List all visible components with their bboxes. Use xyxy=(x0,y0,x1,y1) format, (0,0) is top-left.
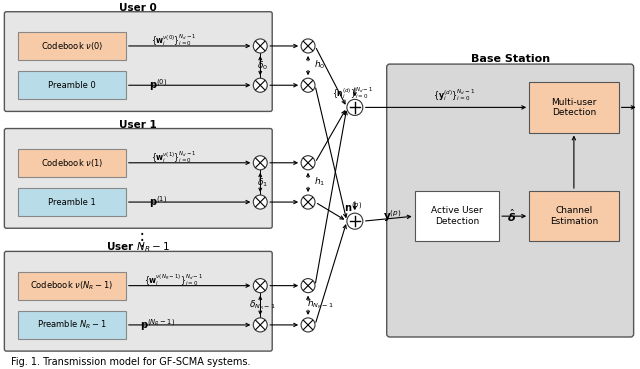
Circle shape xyxy=(301,156,315,170)
Bar xyxy=(529,82,619,132)
Text: Base Station: Base Station xyxy=(470,54,550,64)
Text: Codebook $\nu(N_R-1)$: Codebook $\nu(N_R-1)$ xyxy=(31,279,114,292)
Circle shape xyxy=(253,78,268,92)
Bar xyxy=(415,191,499,241)
Text: $h_1$: $h_1$ xyxy=(314,175,326,188)
Bar xyxy=(19,71,126,99)
Text: $\mathbf{p}^{(1)}$: $\mathbf{p}^{(1)}$ xyxy=(148,194,167,210)
Text: User $N_R-1$: User $N_R-1$ xyxy=(106,241,170,254)
Circle shape xyxy=(253,279,268,293)
Text: Codebook $\nu(0)$: Codebook $\nu(0)$ xyxy=(41,40,103,52)
Text: $h_{N_R-1}$: $h_{N_R-1}$ xyxy=(307,297,333,311)
Bar xyxy=(19,311,126,339)
Text: $\mathbf{n}^{(p)}$: $\mathbf{n}^{(p)}$ xyxy=(344,200,362,214)
Bar xyxy=(19,149,126,177)
Text: $\{\mathbf{n}_i^{(d)}\}_{i=0}^{N_d-1}$: $\{\mathbf{n}_i^{(d)}\}_{i=0}^{N_d-1}$ xyxy=(332,85,373,101)
Text: $\hat{\boldsymbol{\delta}}$: $\hat{\boldsymbol{\delta}}$ xyxy=(507,208,516,224)
Circle shape xyxy=(301,195,315,209)
Circle shape xyxy=(253,39,268,53)
Text: Channel
Estimation: Channel Estimation xyxy=(550,206,598,226)
Text: $\delta_{N_R-1}$: $\delta_{N_R-1}$ xyxy=(249,299,276,312)
Text: $\{\mathbf{w}_i^{\nu(1)}\}_{i=0}^{N_d-1}$: $\{\mathbf{w}_i^{\nu(1)}\}_{i=0}^{N_d-1}… xyxy=(151,149,196,165)
Circle shape xyxy=(301,279,315,293)
Text: Multi-user
Detection: Multi-user Detection xyxy=(551,98,596,117)
FancyBboxPatch shape xyxy=(4,128,272,228)
Text: User 1: User 1 xyxy=(120,120,157,130)
Text: $\vdots$: $\vdots$ xyxy=(132,230,144,249)
Text: $\{\mathbf{y}_i^{(d)}\}_{i=0}^{N_d-1}$: $\{\mathbf{y}_i^{(d)}\}_{i=0}^{N_d-1}$ xyxy=(433,87,476,103)
Bar xyxy=(19,32,126,60)
Text: Active User
Detection: Active User Detection xyxy=(431,206,483,226)
Text: $\{\mathbf{w}_i^{\nu(0)}\}_{i=0}^{N_d-1}$: $\{\mathbf{w}_i^{\nu(0)}\}_{i=0}^{N_d-1}… xyxy=(151,32,196,48)
Text: $\mathbf{p}^{(0)}$: $\mathbf{p}^{(0)}$ xyxy=(148,77,167,93)
Circle shape xyxy=(253,318,268,332)
Text: $\delta_1$: $\delta_1$ xyxy=(257,176,268,189)
FancyBboxPatch shape xyxy=(4,251,272,351)
Text: $\{\mathbf{w}_i^{\nu(N_R-1)}\}_{i=0}^{N_d-1}$: $\{\mathbf{w}_i^{\nu(N_R-1)}\}_{i=0}^{N_… xyxy=(144,272,203,287)
Text: Preamble 0: Preamble 0 xyxy=(48,81,96,90)
Text: $h_0$: $h_0$ xyxy=(314,58,326,71)
FancyBboxPatch shape xyxy=(387,64,634,337)
Bar xyxy=(19,272,126,300)
Circle shape xyxy=(301,318,315,332)
Circle shape xyxy=(347,99,363,115)
Text: User 0: User 0 xyxy=(120,3,157,13)
Text: Preamble $N_R-1$: Preamble $N_R-1$ xyxy=(37,319,107,331)
Text: $\delta_0$: $\delta_0$ xyxy=(257,59,268,72)
Text: $\mathbf{y}^{(p)}$: $\mathbf{y}^{(p)}$ xyxy=(383,208,402,224)
Circle shape xyxy=(253,195,268,209)
Circle shape xyxy=(253,156,268,170)
Circle shape xyxy=(301,78,315,92)
Circle shape xyxy=(347,213,363,229)
Text: $\mathbf{p}^{(N_R-1)}$: $\mathbf{p}^{(N_R-1)}$ xyxy=(140,317,175,333)
Circle shape xyxy=(301,39,315,53)
Bar xyxy=(529,191,619,241)
Text: Preamble 1: Preamble 1 xyxy=(48,197,96,207)
Text: Codebook $\nu(1)$: Codebook $\nu(1)$ xyxy=(41,157,103,169)
Bar xyxy=(19,188,126,216)
FancyBboxPatch shape xyxy=(4,12,272,111)
Text: Fig. 1. Transmission model for GF-SCMA systems.: Fig. 1. Transmission model for GF-SCMA s… xyxy=(12,357,251,367)
